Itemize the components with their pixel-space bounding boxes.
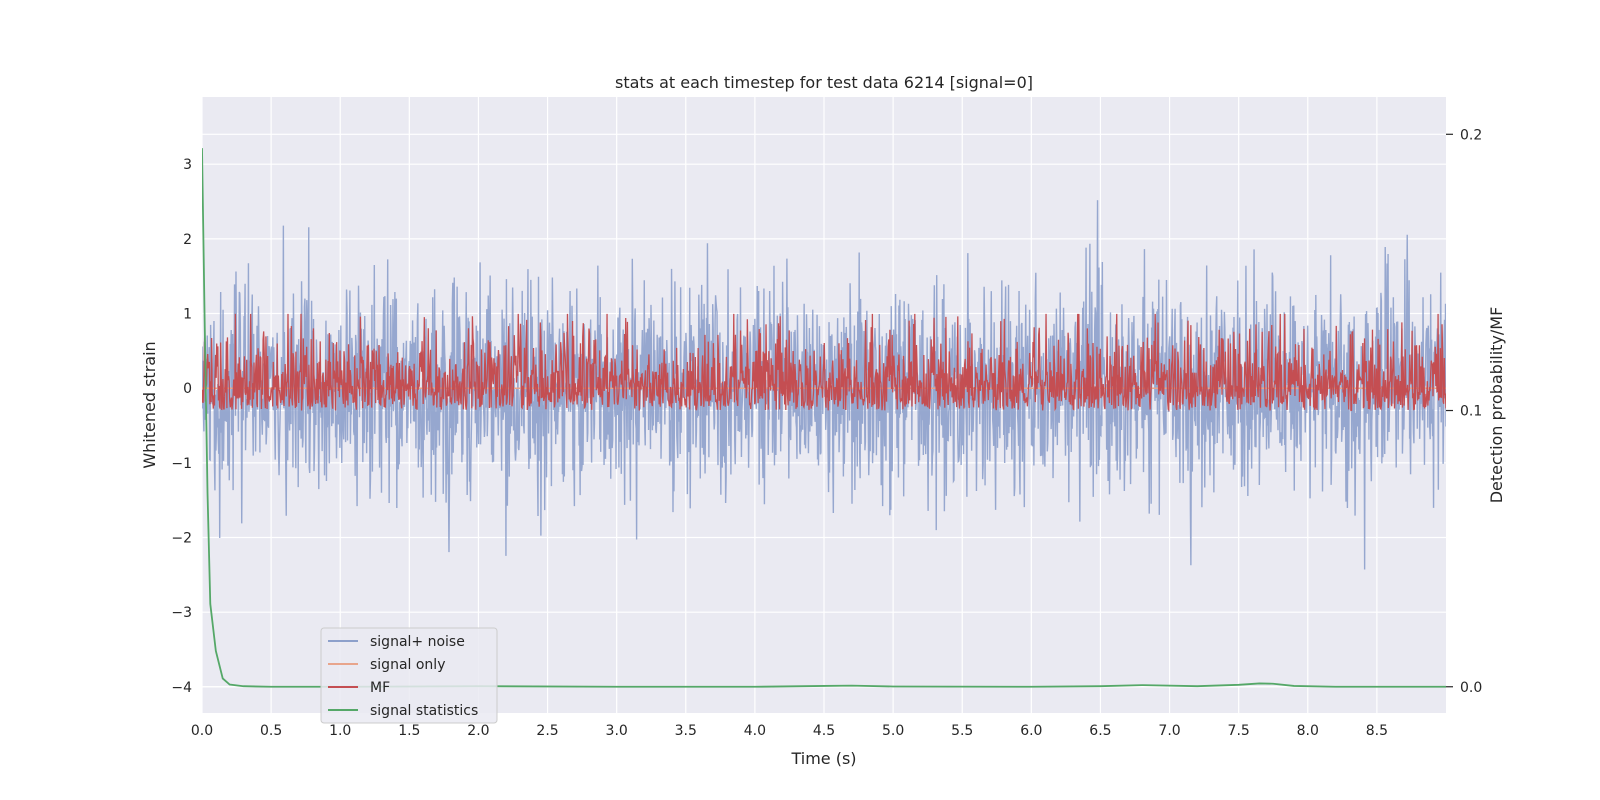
legend-label-mf: MF — [370, 680, 390, 696]
x-tick-label: 0.5 — [260, 723, 282, 739]
x-tick-label: 0.0 — [191, 723, 213, 739]
y-tick-label: −4 — [171, 680, 192, 696]
y-tick-label-right: 0.1 — [1460, 404, 1482, 420]
x-tick-label: 3.0 — [606, 723, 628, 739]
x-axis-label: Time (s) — [790, 749, 856, 768]
x-tick-label: 7.5 — [1228, 723, 1250, 739]
y-tick-label: −3 — [171, 605, 192, 621]
x-tick-label: 6.0 — [1020, 723, 1042, 739]
x-tick-label: 3.5 — [675, 723, 697, 739]
x-tick-label: 8.5 — [1366, 723, 1388, 739]
chart-title: stats at each timestep for test data 621… — [615, 73, 1033, 92]
x-tick-label: 1.0 — [329, 723, 351, 739]
y-axis-left: −4 −3 −2 −1 0 1 2 3 — [171, 157, 192, 696]
x-tick-label: 7.0 — [1158, 723, 1180, 739]
x-tick-label: 5.5 — [951, 723, 973, 739]
series-mf — [202, 313, 1446, 412]
legend-box — [320, 627, 498, 724]
x-axis: 0.0 0.5 1.0 1.5 2.0 2.5 3.0 3.5 4.0 4.5 5.0 5.5 6.0 6… — [191, 723, 1388, 739]
y-axis-right: 0.0 0.1 0.2 — [1446, 127, 1482, 696]
y-tick-label-right: 0.2 — [1460, 127, 1482, 143]
y-axis-label: Whitened strain — [140, 341, 159, 468]
y-tick-label: 0 — [183, 381, 192, 397]
y-tick-label-right: 0.0 — [1460, 680, 1482, 696]
x-tick-label: 2.0 — [467, 723, 489, 739]
grid — [201, 97, 1446, 713]
legend: signal+ noise signal only MF signal stat… — [320, 627, 498, 724]
x-tick-label: 2.5 — [536, 723, 558, 739]
y-tick-label: −1 — [171, 456, 192, 472]
y-axis-label-right: Detection probability/MF — [1487, 307, 1506, 504]
legend-label-signal-noise: signal+ noise — [370, 634, 465, 650]
x-tick-label: 6.5 — [1089, 723, 1111, 739]
legend-label-signal-statistics: signal statistics — [370, 703, 478, 719]
x-tick-label: 5.0 — [882, 723, 904, 739]
series-layer — [202, 148, 1446, 688]
x-tick-label: 4.0 — [744, 723, 766, 739]
legend-label-signal-only: signal only — [370, 657, 445, 673]
series-signal-statistics — [202, 148, 1446, 688]
y-tick-label: 1 — [183, 307, 192, 323]
y-tick-label: 3 — [183, 157, 192, 173]
x-tick-label: 1.5 — [398, 723, 420, 739]
x-tick-label: 4.5 — [813, 723, 835, 739]
x-tick-label: 8.0 — [1297, 723, 1319, 739]
y-tick-label: 2 — [183, 232, 192, 248]
y-tick-label: −2 — [171, 531, 192, 547]
